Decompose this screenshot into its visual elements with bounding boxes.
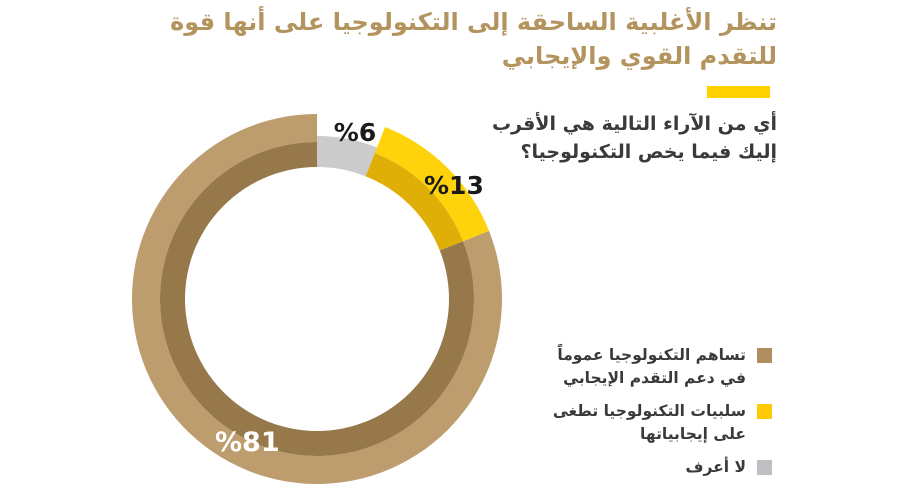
segment-label-13: %13 <box>424 171 484 200</box>
legend-item-dont-know: لا أعرف <box>685 456 772 479</box>
page-title-line1: تنظر الأغلبية الساحقة إلى التكنولوجيا عل… <box>170 8 777 36</box>
donut-segment <box>317 136 377 177</box>
survey-question-line1: أي من الآراء التالية هي الأقرب <box>491 113 777 135</box>
legend-label-negative: سلبيات التكنولوجيا تطغى على إيجابياتها <box>552 402 746 443</box>
page-title: تنظر الأغلبية الساحقة إلى التكنولوجيا عل… <box>170 5 777 73</box>
legend-swatch-brown <box>757 348 772 363</box>
legend-swatch-gray <box>757 460 772 475</box>
legend-swatch-yellow <box>757 404 772 419</box>
legend-item-negative: سلبيات التكنولوجيا تطغى على إيجابياتها <box>553 400 772 446</box>
legend-item-positive: تساهم التكنولوجيا عموماً في دعم التقدم ا… <box>557 344 772 390</box>
donut-segment <box>374 126 490 242</box>
survey-question: أي من الآراء التالية هي الأقرب إليك فيما… <box>357 110 777 166</box>
page-title-line2: للتقدم القوي والإيجابي <box>501 42 777 70</box>
accent-bar <box>707 86 770 98</box>
segment-label-6: %6 <box>333 118 377 147</box>
segment-label-81: %81 <box>215 427 280 458</box>
donut-segment <box>365 153 463 251</box>
legend-label-positive: تساهم التكنولوجيا عموماً في دعم التقدم ا… <box>557 346 746 387</box>
legend-label-dont-know: لا أعرف <box>685 458 747 476</box>
survey-question-line2: إليك فيما يخص التكنولوجيا؟ <box>520 141 777 163</box>
donut-chart <box>132 114 503 485</box>
